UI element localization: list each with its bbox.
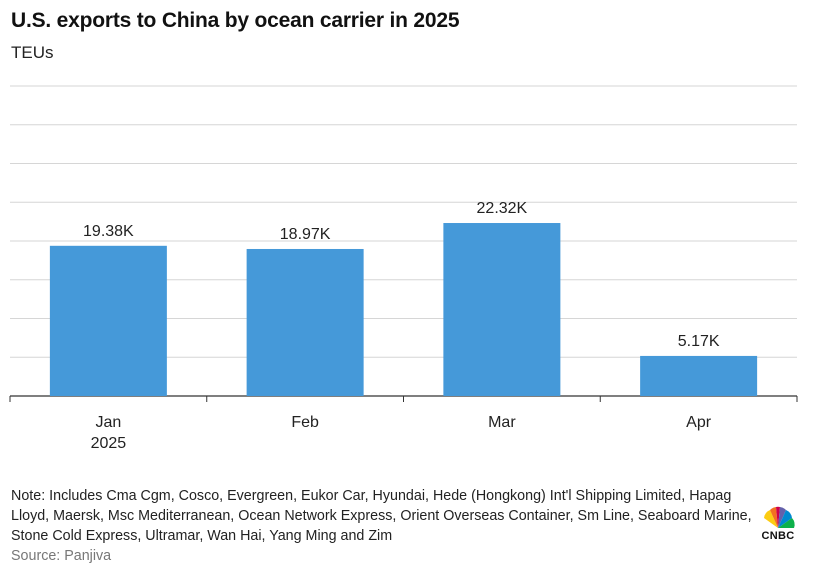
footnote: Note: Includes Cma Cgm, Cosco, Evergreen… [11,488,752,544]
data-label: 18.97K [280,226,331,243]
bar [640,355,758,396]
data-label: 19.38K [83,223,134,240]
bar [49,245,167,396]
x-axis-ticks: Jan 2025 Feb Mar Apr [9,396,798,452]
x-tick-label: Jan 2025 [91,414,127,452]
cnbc-logo: CNBC [756,506,800,546]
x-tick-label: Apr [686,414,712,431]
bars [49,223,758,396]
source-label: Source: Panjiva [11,548,112,564]
data-label: 22.32K [477,200,528,217]
data-labels: 19.38K 18.97K 22.32K 5.17K [83,200,720,350]
bar-chart: 19.38K 18.97K 22.32K 5.17K Jan 2025 Feb Mar Apr [9,85,798,452]
chart-title: U.S. exports to China by ocean carrier i… [11,9,460,32]
logo-wordmark: CNBC [761,530,795,542]
bar [443,223,561,396]
chart-subtitle: TEUs [11,43,54,62]
x-tick-label: Mar [488,414,516,431]
bar [246,248,364,396]
peacock-icon [764,506,795,528]
data-label: 5.17K [678,333,720,350]
x-tick-label: Feb [291,414,319,431]
